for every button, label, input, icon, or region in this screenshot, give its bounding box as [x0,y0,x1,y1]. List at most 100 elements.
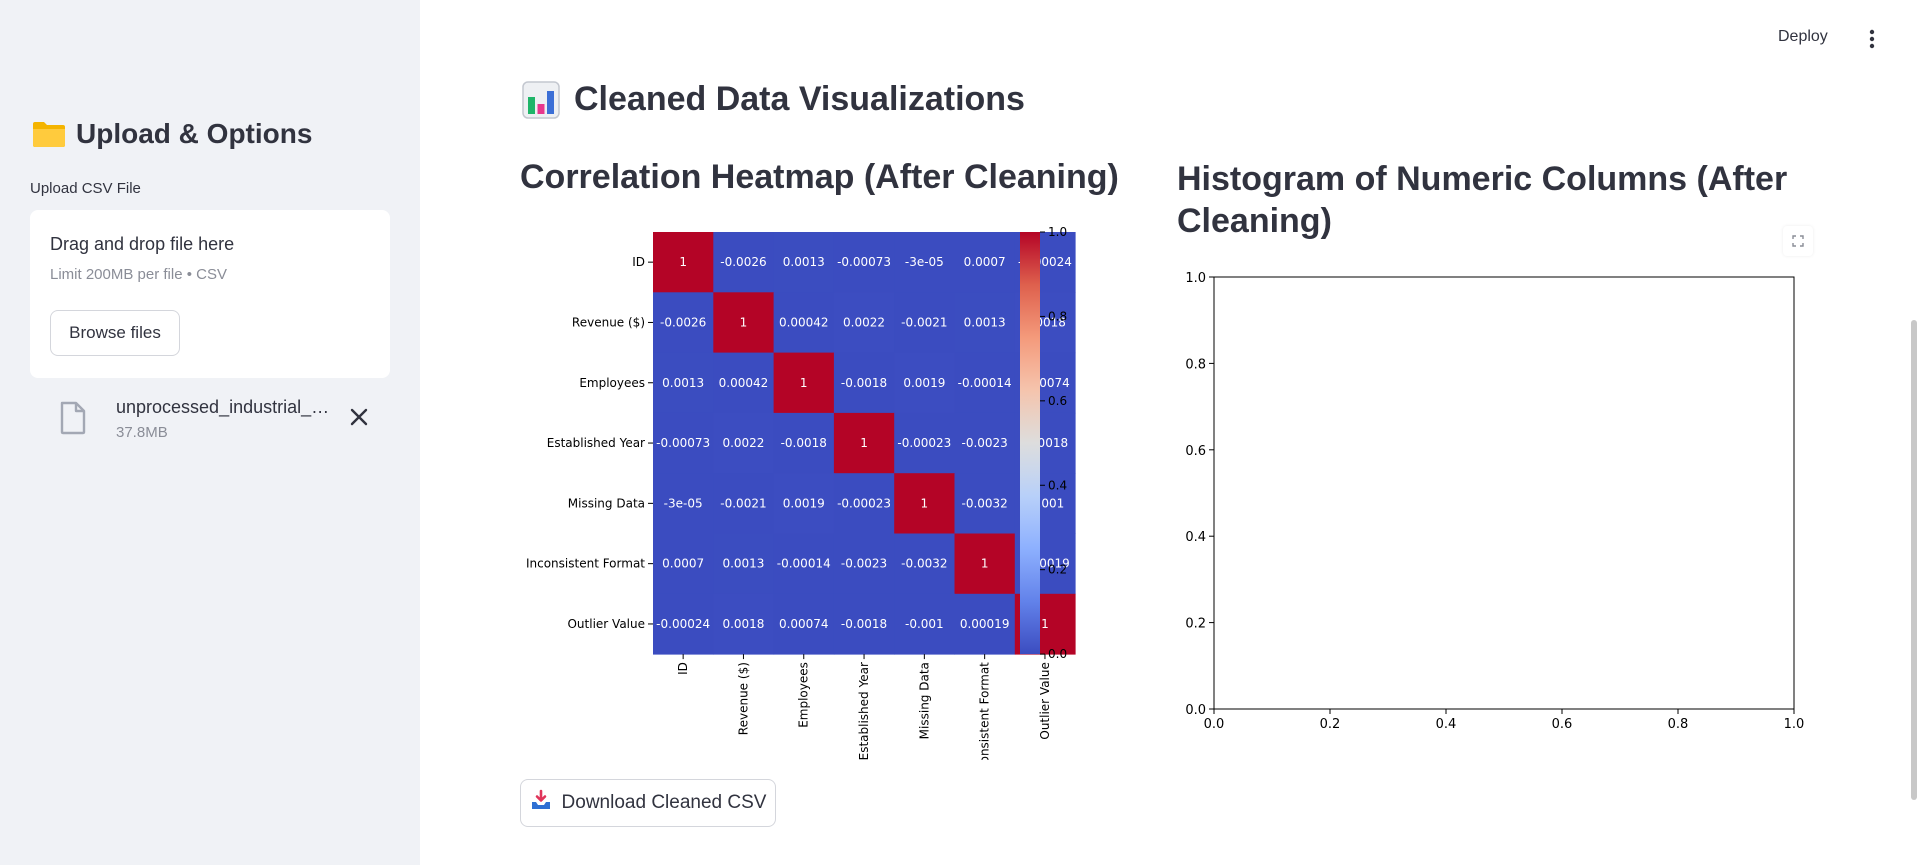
uploader-label: Upload CSV File [30,180,141,197]
heatmap-cell [713,593,775,655]
uploaded-file-item: unprocessed_industrial_… 37.8MB [55,395,375,445]
x-tick-label: Employees [797,662,811,728]
heatmap-cell [833,232,895,293]
deploy-button[interactable]: Deploy [1778,28,1828,45]
y-tick-label: 1.0 [1185,271,1206,286]
dropzone-title: Drag and drop file here [50,234,235,254]
heatmap-cell-label: 0.0007 [964,255,1006,269]
heatmap-cell [773,473,835,534]
heatmap-cell-label: -0.0032 [901,557,947,571]
scrollbar[interactable] [1911,320,1917,800]
y-tick-label: Established Year [547,436,645,450]
heatmap-cell-label: 0.0013 [783,255,825,269]
y-tick-label: 0.8 [1185,357,1206,372]
y-tick-label: 0.4 [1185,530,1206,545]
x-tick-label: 0.2 [1320,717,1341,732]
heatmap-cell-label: 0.0013 [722,557,764,571]
y-tick-label: Employees [579,376,645,390]
y-tick-label: ID [632,255,645,269]
sidebar-title: Upload & Options [76,118,313,149]
histogram-chart: 0.0 0.2 0.4 0.6 0.8 1.0 0.0 0.2 0.4 0.6 0.8 1.0 [1185,271,1805,732]
heatmap-cell [954,473,1016,534]
heatmap-cell-label: 0.00019 [960,617,1010,631]
heatmap-cell [713,352,775,414]
file-icon [59,401,87,435]
colorbar-tick-label: 0.0 [1048,647,1067,661]
x-tick-label: Outlier Value [1038,662,1052,740]
y-tick-label: Missing Data [568,496,645,510]
heatmap-cell [653,352,714,414]
heatmap-cell-label: -0.0018 [841,617,887,631]
heatmap-cell-label: -3e-05 [905,255,944,269]
dropzone-limit: Limit 200MB per file • CSV [50,266,227,283]
heatmap-cell [833,292,895,354]
fullscreen-icon[interactable] [1783,226,1813,256]
heatmap-cell-label: 0.0013 [662,376,704,390]
heatmap-cell [773,292,835,354]
x-tick-label: Established Year [857,662,871,760]
heatmap-cell [833,412,895,474]
correlation-heatmap: 1 -0.0026 0.0013 -0.00073 -3e-05 0.0007 -0.000… [526,225,1076,760]
heatmap-cell [954,593,1016,655]
heatmap-cell-label: -0.00024 [656,617,710,631]
heatmap-cell [894,352,955,414]
y-tick-label: 0.6 [1185,444,1206,459]
heatmap-cell-label: -0.00073 [837,255,891,269]
heatmap-cell-label: 0.0022 [722,436,764,450]
heatmap-cell-label: -0.0018 [841,376,887,390]
colorbar-tick-label: 0.4 [1048,478,1067,492]
more-vertical-icon[interactable] [1866,28,1878,50]
y-tick-label: 0.0 [1185,703,1206,718]
x-tick-label: ID [676,662,690,675]
heatmap-cell [713,533,775,595]
download-cleaned-csv-button[interactable]: Download Cleaned CSV [520,779,776,827]
page-title-text: Cleaned Data Visualizations [574,80,1025,118]
heatmap-cell-label: -0.0021 [720,496,766,510]
heatmap-cell-label: -3e-05 [664,496,703,510]
sidebar-header: Upload & Options [32,118,312,150]
colorbar-tick-label: 0.8 [1048,309,1067,323]
heatmap-cell-label: 1 [679,255,687,269]
heatmap-cell-label: -0.00014 [958,376,1012,390]
heatmap-cell-label: 1 [921,496,929,510]
histogram-title: Histogram of Numeric Columns (After Clea… [1177,160,1788,240]
plot-area [1213,276,1795,710]
heatmap-cell-label: -0.001 [905,617,944,631]
x-tick-label: 0.0 [1204,717,1225,732]
heatmap-cell [653,533,714,595]
heatmap-cell-label: -0.0021 [901,315,947,329]
heatmap-cell-label: 1 [800,376,808,390]
y-tick-label: Inconsistent Format [526,557,645,571]
heatmap-cell [713,292,775,354]
heatmap-cell-label: 0.0018 [722,617,764,631]
heatmap-cell-label: -0.00023 [897,436,951,450]
page-title: Cleaned Data Visualizations [522,80,1025,119]
heatmap-cell [653,593,714,655]
heatmap-title: Correlation Heatmap (After Cleaning) [520,158,1119,196]
heatmap-cell-label: -0.0023 [961,436,1007,450]
close-icon[interactable] [347,405,371,429]
heatmap-cell [833,533,895,595]
colorbar-tick-label: 1.0 [1048,225,1067,239]
heatmap-cell [894,292,955,354]
heatmap-cell [713,412,775,474]
x-tick-label: 1.0 [1784,717,1805,732]
heatmap-cell [773,593,835,655]
heatmap-cell-label: -0.00073 [656,436,710,450]
heatmap-cell [773,232,835,293]
y-tick-label: Revenue ($) [572,315,645,329]
browse-files-button[interactable]: Browse files [50,310,180,356]
heatmap-cell-label: 1 [860,436,868,450]
heatmap-cell [894,412,955,474]
heatmap-cell-label: 0.00042 [779,315,829,329]
heatmap-cell [894,232,955,293]
file-dropzone[interactable]: Drag and drop file here Limit 200MB per … [30,210,390,378]
heatmap-cell-label: 0.0013 [964,315,1006,329]
heatmap-cell [653,473,714,534]
x-tick-label: 0.6 [1552,717,1573,732]
heatmap-cell [773,352,835,414]
heatmap-cell [894,533,955,595]
x-tick-label: Revenue ($) [736,662,750,735]
heatmap-cell-label: -0.0023 [841,557,887,571]
heatmap-cell-label: 0.0019 [903,376,945,390]
